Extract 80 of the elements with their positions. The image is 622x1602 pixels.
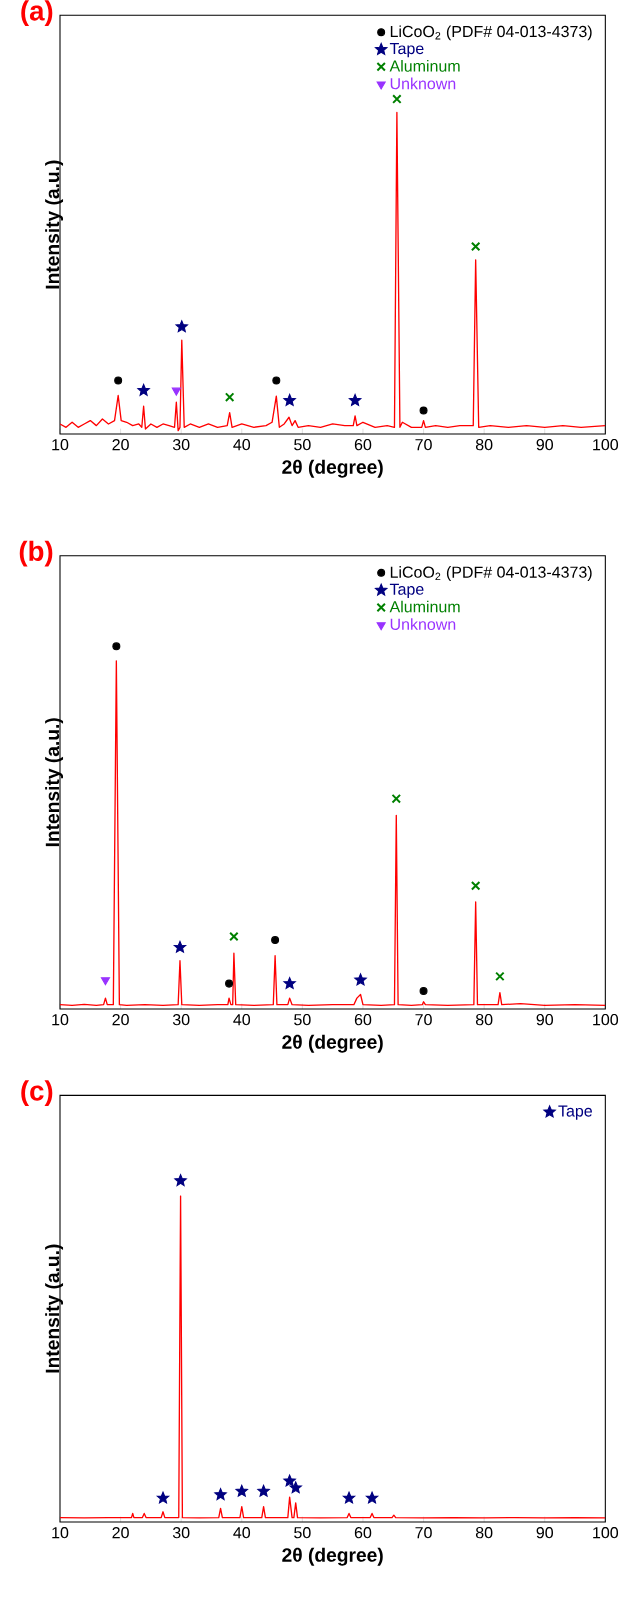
y-axis-title: Intensity (a.u.): [45, 718, 64, 847]
point: [257, 1484, 270, 1497]
point: [214, 1488, 227, 1501]
point: [495, 971, 505, 982]
point: [391, 793, 402, 804]
point: [342, 1491, 356, 1504]
x-tick-label: 40: [233, 438, 251, 451]
point: [235, 1484, 249, 1497]
x-axis-title: 2θ (degree): [282, 459, 383, 478]
point: [365, 1491, 379, 1504]
chart-title: (c): [21, 1080, 53, 1107]
chart-title: (b): [19, 540, 53, 567]
chart-title: (a): [21, 0, 53, 27]
x-tick-label: 90: [536, 438, 554, 451]
x-tick-label: 70: [415, 438, 432, 451]
x-tick-label: 60: [354, 438, 372, 451]
x-tick-label: 90: [536, 1013, 554, 1026]
point: [225, 979, 234, 988]
point: [419, 406, 428, 415]
point: [271, 936, 280, 945]
point: [112, 642, 121, 651]
legend-label: Unknown: [390, 618, 456, 631]
point: [229, 931, 239, 942]
x-axis-title: 2θ (degree): [282, 1547, 383, 1566]
y-axis-title: Intensity (a.u.): [45, 1244, 64, 1373]
point: [224, 392, 235, 402]
x-tick-label: 70: [415, 1013, 432, 1026]
point: [392, 94, 402, 104]
point: [156, 1491, 170, 1504]
legend-label: Tape: [389, 42, 424, 58]
y-axis-title: Intensity (a.u.): [45, 160, 64, 289]
legend-label: Tape: [558, 1105, 592, 1120]
point: [173, 940, 187, 953]
x-tick-label: 60: [354, 1013, 372, 1026]
x-tick-label: 40: [233, 1527, 251, 1539]
point: [470, 241, 481, 252]
point: [348, 393, 362, 406]
x-tick-label: 20: [112, 438, 129, 451]
x-tick-label: 50: [294, 1013, 311, 1026]
x-tick-label: 40: [233, 1013, 251, 1026]
point: [470, 880, 481, 891]
x-tick-label: 20: [112, 1527, 129, 1539]
point: [283, 1474, 296, 1487]
x-tick-label: 50: [294, 1527, 311, 1539]
x-tick-label: 10: [52, 1527, 69, 1539]
point: [174, 1174, 187, 1187]
x-tick-label: 60: [354, 1527, 372, 1539]
x-tick-label: 100: [593, 1013, 619, 1026]
point: [272, 376, 281, 385]
legend-label: Aluminum: [389, 600, 460, 613]
x-axis-title: 2θ (degree): [282, 1034, 383, 1053]
point: [283, 977, 296, 990]
x-tick-label: 100: [593, 1527, 619, 1539]
x-tick-label: 10: [52, 438, 69, 451]
legend-label: LiCoO$_{2}$ (PDF# 04-013-4373): [390, 566, 592, 581]
x-tick-label: 90: [536, 1527, 554, 1539]
x-tick-label: 50: [294, 438, 311, 451]
x-tick-label: 80: [475, 1013, 493, 1026]
point: [419, 986, 428, 995]
point: [137, 383, 150, 396]
point: [283, 393, 296, 406]
x-tick-label: 10: [52, 1013, 69, 1026]
legend-label: LiCoO$_{2}$ (PDF# 04-013-4373): [390, 25, 592, 41]
x-tick-label: 30: [172, 1527, 190, 1539]
legend-label: Aluminum: [389, 60, 460, 72]
legend-label: Unknown: [390, 77, 456, 90]
point: [100, 977, 111, 986]
point: [114, 376, 123, 385]
point: [289, 1481, 302, 1494]
x-tick-label: 30: [172, 1013, 190, 1026]
point: [171, 387, 181, 396]
x-tick-label: 30: [172, 438, 190, 451]
x-tick-label: 80: [475, 438, 493, 451]
x-tick-label: 80: [475, 1527, 493, 1539]
x-tick-label: 100: [593, 438, 619, 451]
x-tick-label: 20: [112, 1013, 129, 1026]
x-tick-label: 70: [415, 1527, 432, 1539]
point: [354, 973, 367, 986]
point: [175, 320, 189, 333]
legend-label: Tape: [389, 583, 424, 598]
